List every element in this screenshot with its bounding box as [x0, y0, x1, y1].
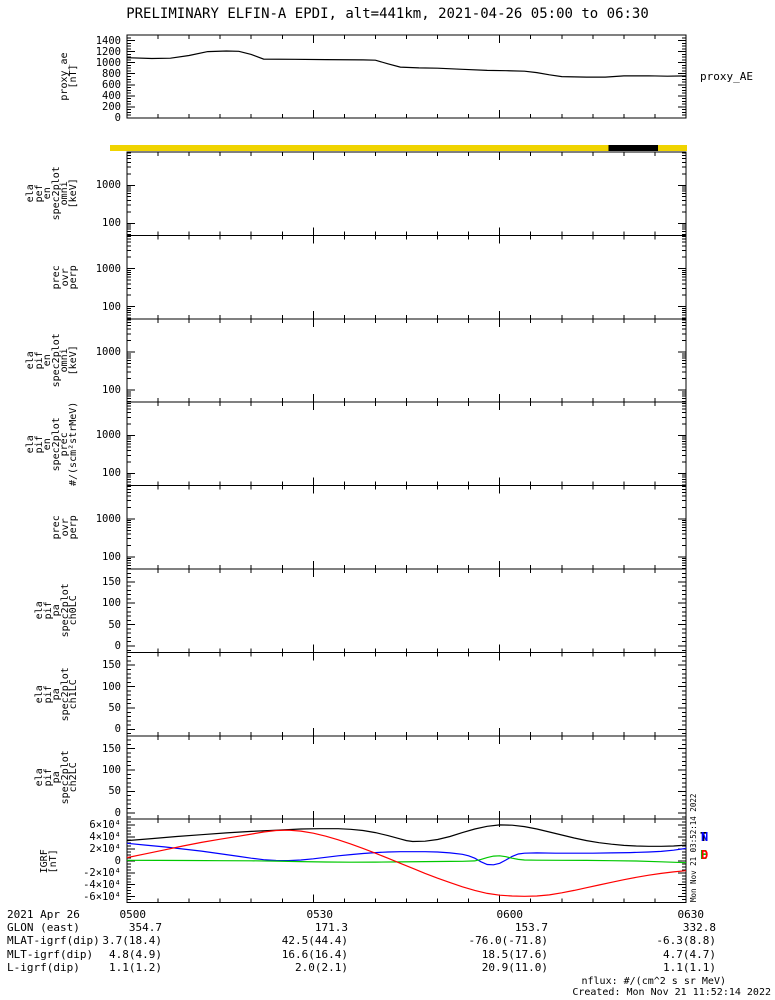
ephemeris-row-label: GLON (east): [7, 921, 80, 935]
ephemeris-cell: 332.8: [682, 921, 716, 935]
ephemeris-row-label: MLAT-igrf(dip): [7, 934, 100, 948]
ephemeris-cell: 20.9(11.0): [481, 960, 548, 974]
side-timestamp: Mon Nov 21 03:52:14 2022: [689, 793, 698, 902]
ytick-ela-pif-pa-ch2LC-0: 0: [114, 806, 121, 819]
ephemeris-cell: -76.0(-71.8): [468, 934, 548, 948]
ytick-ela-pif-pa-ch2LC-1: 50: [108, 785, 121, 798]
ytick-proxy-ae-6: 1200: [95, 45, 121, 58]
ephemeris-cell: 4.8(4.9): [109, 947, 162, 961]
right-label-proxy-ae: proxy_AE: [700, 69, 753, 83]
panel-ela-pef-en-omni: [126, 151, 687, 236]
ytick-ela-pif-pa-ch0LC-0: 0: [114, 639, 121, 652]
ytick-igrf-4: -2×10⁴: [83, 866, 121, 879]
ephemeris-row-label: MLT-igrf(dip): [7, 947, 94, 961]
panel-ela-pif-pa-ch0LC: [126, 568, 687, 653]
legend-E: E: [700, 848, 708, 862]
series-D: [126, 829, 687, 897]
ephemeris-cell: -6.3(8.8): [656, 934, 716, 948]
ephemeris-cell: 18.5(17.6): [481, 947, 548, 961]
ytick-igrf-5: -4×10⁴: [83, 878, 121, 891]
ytick-igrf-3: 0: [114, 854, 121, 867]
ytick-ela-pif-en-prec-0: 1000: [95, 429, 121, 442]
ytick-ela-pif-pa-ch0LC-1: 50: [108, 618, 121, 631]
ephemeris-row-label: 2021 Apr 26: [7, 908, 80, 921]
quality-bar: [110, 145, 687, 151]
legend-D: D: [701, 848, 709, 862]
ephemeris-cell: 0600: [496, 908, 524, 921]
ytick-prec-ovr-perp-2-0: 1000: [95, 512, 121, 525]
series-T: [126, 824, 687, 847]
ytick-proxy-ae-4: 800: [102, 67, 121, 80]
ytick-ela-pif-en-omni-1: 100: [102, 384, 121, 397]
ytick-ela-pef-en-omni-1: 100: [102, 217, 121, 230]
ytick-prec-ovr-perp-2-1: 100: [102, 550, 121, 563]
ephemeris-cell: 2.0(2.1): [295, 960, 348, 974]
ephemeris-cell: 16.6(16.4): [281, 947, 348, 961]
ephemeris-cell: 354.7: [128, 921, 162, 935]
ytick-ela-pif-pa-ch0LC-3: 150: [102, 575, 121, 588]
ytick-ela-pif-en-omni-0: 1000: [95, 346, 121, 359]
ytick-igrf-0: 6×10⁴: [89, 819, 121, 832]
ytick-prec-ovr-perp-1-1: 100: [102, 300, 121, 313]
ytick-igrf-6: -6×10⁴: [83, 890, 121, 903]
ytick-ela-pif-pa-ch1LC-1: 50: [108, 702, 121, 714]
ytick-proxy-ae-7: 1400: [95, 34, 121, 47]
ephemeris-cell: 0530: [306, 908, 334, 921]
nflux-note: nflux: #/(cm^2 s sr MeV): [581, 976, 727, 987]
ephemeris-cell: 0500: [119, 908, 147, 921]
ephemeris-cell: 4.7(4.7): [663, 947, 716, 961]
ephemeris-cell: 3.7(18.4): [102, 934, 162, 948]
panel-ela-pif-pa-ch1LC: [126, 651, 687, 737]
ytick-proxy-ae-5: 1000: [95, 56, 121, 69]
ytick-proxy-ae-3: 600: [102, 78, 121, 91]
panel-ela-pif-pa-ch2LC: [126, 735, 687, 820]
legend-N: N: [701, 830, 709, 844]
ytick-ela-pif-pa-ch2LC-2: 100: [102, 764, 121, 776]
ephemeris-cell: 0630: [677, 908, 705, 921]
panel-prec-ovr-perp-2: [126, 485, 687, 570]
ephemeris-cell: 171.3: [314, 921, 348, 935]
ytick-ela-pif-pa-ch1LC-2: 100: [102, 680, 121, 693]
panel-proxy-ae: [126, 34, 687, 119]
ytick-proxy-ae-2: 400: [102, 89, 121, 102]
ephemeris-cell: 1.1(1.1): [663, 960, 716, 974]
ytick-ela-pif-pa-ch0LC-2: 100: [102, 597, 121, 610]
series-N: [126, 842, 687, 866]
ytick-prec-ovr-perp-1-0: 1000: [95, 262, 121, 275]
series-E: [126, 855, 687, 864]
quality-bar-gap: [608, 145, 659, 151]
ephemeris-cell: 153.7: [514, 921, 548, 935]
ephemeris-cell: 42.5(44.4): [281, 934, 348, 948]
ephemeris-row-label: L-igrf(dip): [7, 960, 80, 974]
ytick-ela-pif-pa-ch1LC-3: 150: [102, 659, 121, 672]
ytick-ela-pef-en-omni-0: 1000: [95, 179, 121, 192]
plot-title: PRELIMINARY ELFIN-A EPDI, alt=441km, 202…: [126, 6, 649, 22]
ytick-proxy-ae-1: 200: [102, 100, 121, 113]
ytick-igrf-2: 2×10⁴: [89, 842, 121, 855]
legend-T: T: [700, 830, 708, 844]
panel-ela-pif-en-omni: [126, 318, 687, 403]
ytick-proxy-ae-0: 0: [114, 112, 121, 124]
panel-igrf: [126, 818, 687, 904]
panel-ela-pif-en-prec: [126, 401, 687, 487]
ytick-ela-pif-en-prec-1: 100: [102, 467, 121, 480]
created-note: Created: Mon Nov 21 11:52:14 2022: [572, 987, 771, 998]
ytick-ela-pif-pa-ch1LC-0: 0: [114, 723, 121, 736]
ephemeris-cell: 1.1(1.2): [109, 960, 162, 974]
ytick-igrf-1: 4×10⁴: [89, 831, 121, 844]
ytick-ela-pif-pa-ch2LC-3: 150: [102, 742, 121, 755]
series-proxy_AE: [126, 50, 687, 78]
panel-prec-ovr-perp-1: [126, 234, 687, 320]
